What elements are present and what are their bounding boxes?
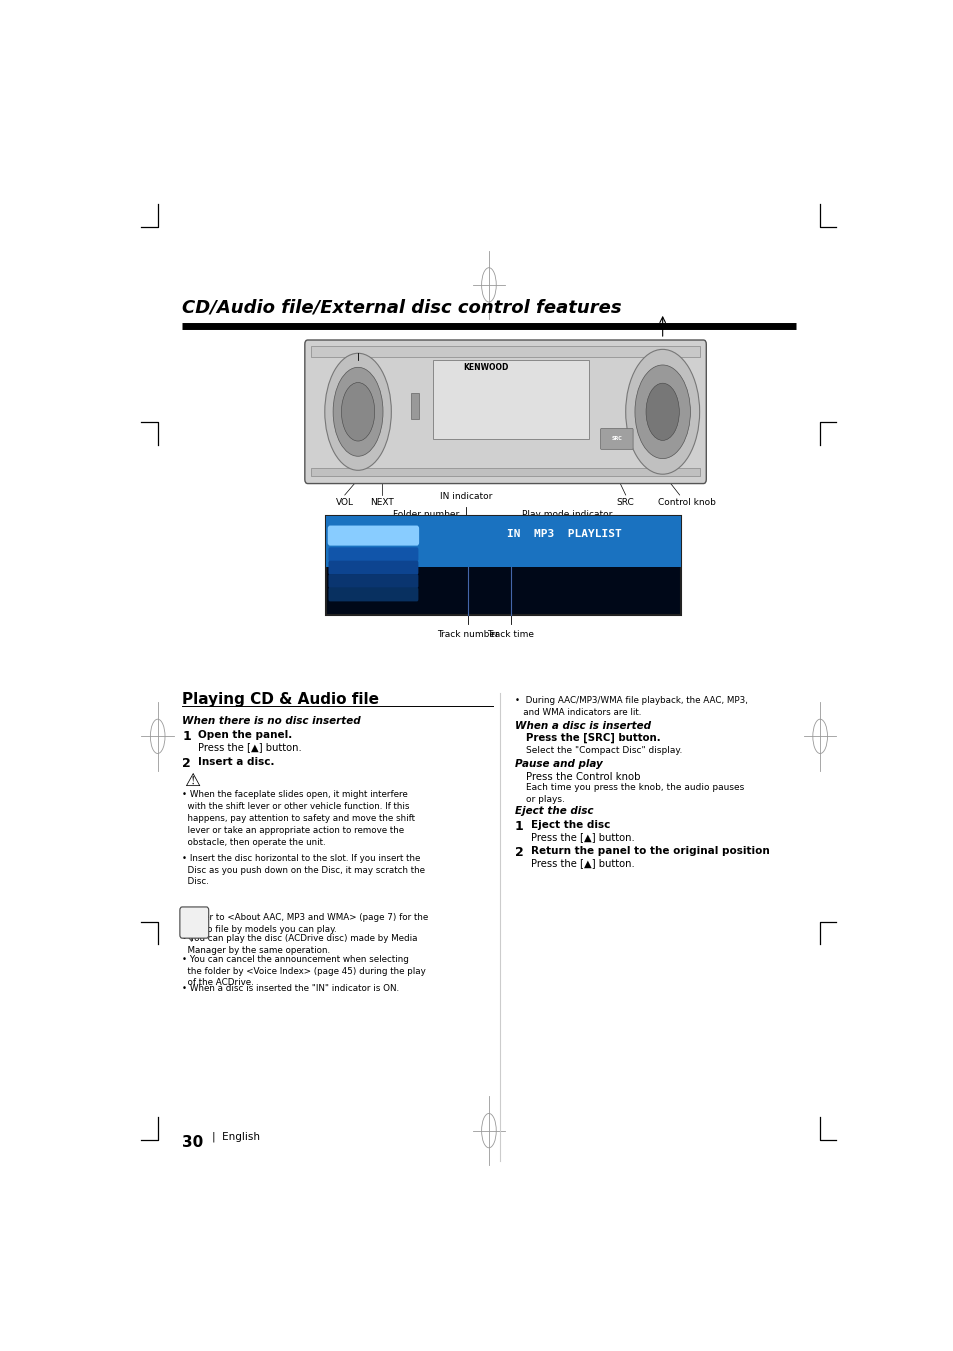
Text: Insert a disc.: Insert a disc. <box>198 757 274 767</box>
Bar <box>311 346 699 357</box>
Text: Select the "Compact Disc" display.: Select the "Compact Disc" display. <box>525 746 681 755</box>
Text: Play mode indicator: Play mode indicator <box>522 509 612 519</box>
Bar <box>433 361 588 439</box>
Text: Return the panel to the original position: Return the panel to the original positio… <box>531 846 769 855</box>
Text: • Insert the disc horizontal to the slot. If you insert the
  Disc as you push d: • Insert the disc horizontal to the slot… <box>182 854 425 886</box>
Text: Eject the disc: Eject the disc <box>531 820 610 830</box>
FancyBboxPatch shape <box>305 340 705 484</box>
Text: Eject the disc: Eject the disc <box>515 807 593 816</box>
Text: SRC: SRC <box>617 499 634 507</box>
Text: 1: 1 <box>182 730 191 743</box>
FancyBboxPatch shape <box>328 561 418 574</box>
Text: • You can play the disc (ACDrive disc) made by Media
  Manager by the same opera: • You can play the disc (ACDrive disc) m… <box>182 934 417 955</box>
Text: Press the [SRC] button.: Press the [SRC] button. <box>525 734 659 743</box>
Text: • When the faceplate slides open, it might interfere
  with the shift lever or o: • When the faceplate slides open, it mig… <box>182 790 415 847</box>
FancyBboxPatch shape <box>328 574 418 588</box>
FancyBboxPatch shape <box>180 907 209 938</box>
Text: Pause and play: Pause and play <box>515 759 602 769</box>
Text: VOL: VOL <box>335 499 354 507</box>
Text: 2: 2 <box>515 846 523 859</box>
Text: • When a disc is inserted the "IN" indicator is ON.: • When a disc is inserted the "IN" indic… <box>182 984 398 993</box>
Bar <box>411 393 418 419</box>
Text: Playing CD & Audio file: Playing CD & Audio file <box>182 692 378 707</box>
Text: KENWOOD: KENWOOD <box>462 362 508 372</box>
Text: Press the [▲] button.: Press the [▲] button. <box>198 743 302 753</box>
Ellipse shape <box>645 384 679 440</box>
Text: 2: 2 <box>182 757 191 770</box>
Bar <box>326 516 680 567</box>
Text: When there is no disc inserted: When there is no disc inserted <box>182 716 360 725</box>
Text: Press the [▲] button.: Press the [▲] button. <box>531 858 634 869</box>
Ellipse shape <box>341 382 375 440</box>
Text: Track number: Track number <box>436 630 498 639</box>
Text: Control knob: Control knob <box>658 499 716 507</box>
Text: When a disc is inserted: When a disc is inserted <box>515 720 650 731</box>
Text: ⚠: ⚠ <box>184 771 200 790</box>
Text: CD/Audio file/External disc control features: CD/Audio file/External disc control feat… <box>182 299 621 316</box>
Text: NEXT: NEXT <box>370 499 394 507</box>
Text: • You can cancel the announcement when selecting
  the folder by <Voice Index> (: • You can cancel the announcement when s… <box>182 955 425 988</box>
Ellipse shape <box>635 365 690 458</box>
Text: |  English: | English <box>212 1132 259 1142</box>
Text: 1: 1 <box>515 820 523 832</box>
Text: Press the [▲] button.: Press the [▲] button. <box>531 832 634 842</box>
Text: IN indicator: IN indicator <box>439 492 492 501</box>
Text: Press the Control knob: Press the Control knob <box>525 771 639 782</box>
FancyBboxPatch shape <box>600 428 633 450</box>
Ellipse shape <box>333 367 382 457</box>
Text: 30: 30 <box>182 1135 203 1150</box>
Text: Open the panel.: Open the panel. <box>198 730 293 740</box>
Ellipse shape <box>625 350 699 474</box>
Ellipse shape <box>324 353 391 470</box>
Bar <box>311 467 699 477</box>
Text: SRC: SRC <box>611 436 621 442</box>
Bar <box>326 516 680 615</box>
FancyBboxPatch shape <box>328 547 418 562</box>
FancyBboxPatch shape <box>328 588 418 601</box>
Text: Each time you press the knob, the audio pauses
or plays.: Each time you press the knob, the audio … <box>525 784 743 804</box>
Text: • Refer to <About AAC, MP3 and WMA> (page 7) for the
  Audio file by models you : • Refer to <About AAC, MP3 and WMA> (pag… <box>182 913 428 934</box>
Text: IN  MP3  PLAYLIST: IN MP3 PLAYLIST <box>506 528 620 539</box>
Text: Track time: Track time <box>487 630 534 639</box>
Text: Folder number: Folder number <box>392 509 458 519</box>
FancyBboxPatch shape <box>328 526 418 546</box>
Text: •  During AAC/MP3/WMA file playback, the AAC, MP3,
   and WMA indicators are lit: • During AAC/MP3/WMA file playback, the … <box>515 696 747 716</box>
